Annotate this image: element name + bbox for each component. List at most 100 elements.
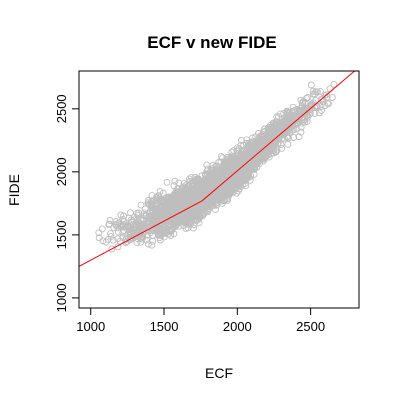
data-point <box>226 165 233 173</box>
data-point <box>210 178 218 185</box>
data-point <box>318 106 325 114</box>
data-point <box>297 96 305 104</box>
data-point <box>174 192 181 199</box>
data-point <box>171 205 179 213</box>
y-tick-label: 2000 <box>54 157 69 186</box>
data-point <box>321 92 329 100</box>
data-point <box>112 221 120 229</box>
data-point <box>241 171 249 179</box>
data-point <box>129 234 137 242</box>
data-point <box>316 87 324 95</box>
data-point <box>108 245 116 253</box>
data-point <box>133 238 141 246</box>
data-point <box>168 225 176 233</box>
data-point <box>317 96 325 103</box>
data-point <box>249 148 257 156</box>
data-point <box>272 120 280 128</box>
data-point <box>311 90 319 98</box>
data-point <box>218 168 226 176</box>
data-point <box>194 207 202 215</box>
point-cloud <box>95 80 338 253</box>
data-point <box>98 225 106 233</box>
data-point <box>255 130 262 137</box>
data-point <box>229 181 237 189</box>
data-point <box>311 110 319 118</box>
data-point <box>109 236 117 244</box>
data-point <box>209 164 217 172</box>
data-point <box>228 183 235 190</box>
data-point <box>212 171 220 179</box>
data-point <box>164 209 172 217</box>
data-point <box>105 221 113 228</box>
x-tick-label: 1000 <box>76 319 105 334</box>
data-point <box>164 204 172 212</box>
data-point <box>157 197 165 205</box>
data-point <box>278 144 286 152</box>
data-point <box>290 126 298 133</box>
data-point <box>234 173 242 181</box>
data-point <box>152 197 160 205</box>
data-point <box>250 163 258 171</box>
data-point <box>119 234 127 241</box>
data-point <box>191 191 199 199</box>
data-point <box>326 85 334 93</box>
data-point <box>123 238 131 245</box>
data-point <box>181 212 189 220</box>
x-tick-label: 2500 <box>296 319 325 334</box>
data-point <box>145 200 152 208</box>
data-point <box>266 144 274 152</box>
data-point <box>240 151 248 159</box>
data-point <box>284 108 291 116</box>
y-axis-label: FIDE <box>6 174 22 206</box>
data-point <box>233 189 240 197</box>
x-axis-label: ECF <box>205 365 233 381</box>
data-point <box>304 93 312 101</box>
data-point <box>220 197 228 204</box>
data-point <box>127 230 135 238</box>
data-point <box>241 147 249 155</box>
data-point <box>202 186 210 194</box>
data-point <box>295 106 303 114</box>
data-point <box>114 235 122 243</box>
data-point <box>257 135 265 143</box>
data-point <box>295 133 303 141</box>
data-point <box>216 182 224 190</box>
data-point <box>208 172 215 180</box>
data-point <box>137 216 145 223</box>
data-point <box>212 206 219 214</box>
data-point <box>194 187 202 195</box>
data-point <box>228 155 236 163</box>
data-point <box>148 241 156 249</box>
data-point <box>243 136 251 144</box>
data-point <box>170 182 178 190</box>
data-point <box>330 80 338 88</box>
data-point <box>206 186 214 194</box>
data-point <box>107 233 115 241</box>
data-point <box>192 215 200 223</box>
data-point <box>252 150 260 157</box>
data-point <box>278 129 286 137</box>
data-point <box>170 202 178 210</box>
data-point <box>325 100 332 108</box>
data-point <box>166 195 173 203</box>
data-point <box>194 212 202 220</box>
data-point <box>149 208 157 216</box>
data-point <box>162 227 170 234</box>
data-point <box>289 111 296 119</box>
data-point <box>135 209 143 217</box>
data-point <box>226 189 234 197</box>
data-point <box>235 145 243 153</box>
data-point <box>130 229 138 237</box>
data-point <box>193 182 201 190</box>
y-tick-label: 2500 <box>54 94 69 123</box>
data-point <box>246 176 254 184</box>
data-point <box>171 177 179 185</box>
data-point <box>290 134 298 141</box>
data-point <box>172 196 180 204</box>
data-point <box>213 201 221 209</box>
chart-title: ECF v new FIDE <box>147 33 276 52</box>
data-point <box>195 176 203 183</box>
data-point <box>222 161 230 169</box>
data-point <box>246 164 254 171</box>
data-point <box>207 194 215 202</box>
